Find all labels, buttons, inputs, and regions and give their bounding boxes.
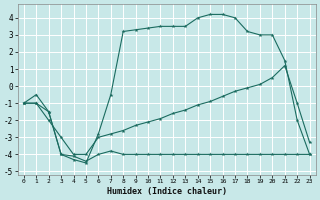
X-axis label: Humidex (Indice chaleur): Humidex (Indice chaleur) [107, 187, 227, 196]
